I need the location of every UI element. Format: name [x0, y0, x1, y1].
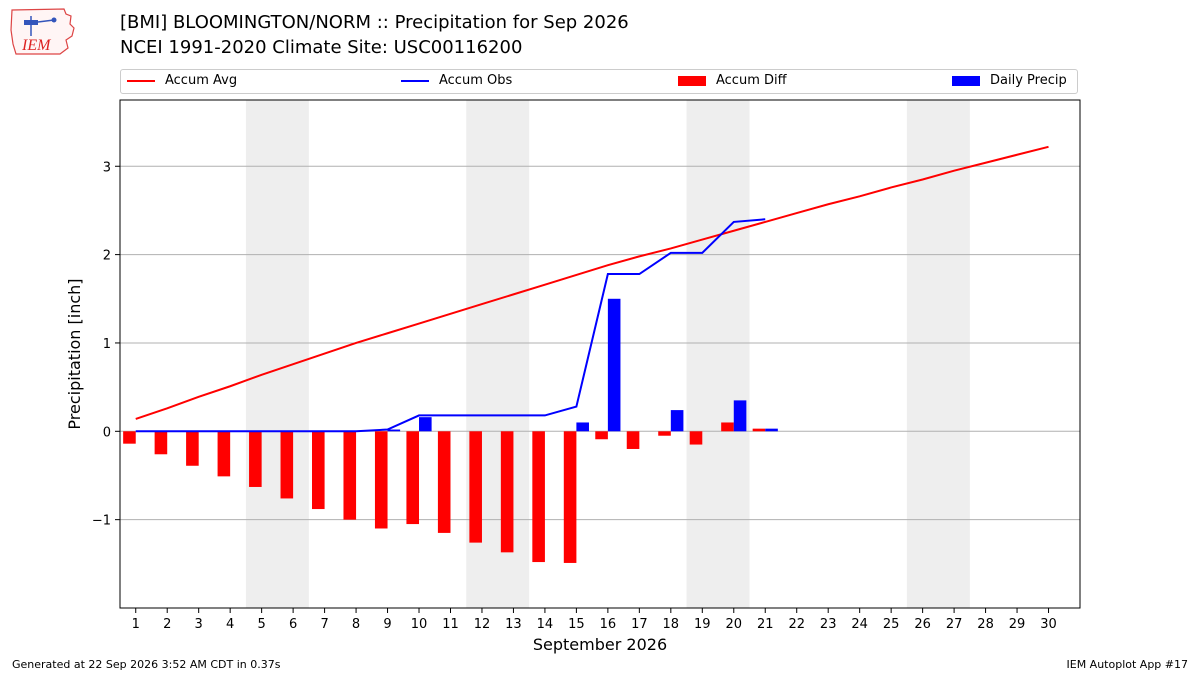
daily-precip-bar: [733, 400, 747, 432]
accum-diff-bar: [595, 431, 608, 440]
accum-obs-line: [135, 218, 766, 433]
iem-logo: IEM: [8, 6, 80, 58]
weekend-band: [686, 100, 750, 608]
x-tick-label: 18: [663, 617, 680, 632]
accum-diff-bar: [343, 431, 357, 520]
x-tick-label: 4: [226, 617, 234, 632]
legend-swatch-accum-diff: [678, 75, 706, 86]
x-axis-label: September 2026: [533, 635, 667, 654]
x-tick-label: 9: [383, 617, 391, 632]
svg-text:IEM: IEM: [21, 37, 52, 54]
x-tick-label: 12: [474, 617, 491, 632]
legend-label-daily-precip: Daily Precip: [990, 73, 1067, 88]
y-tick-label: 0: [103, 425, 111, 440]
x-tick-label: 24: [851, 617, 868, 632]
daily-precip-bar: [387, 429, 401, 432]
accum-diff-bar: [658, 431, 671, 436]
x-tick-label: 15: [568, 617, 585, 632]
accum-diff-bar: [500, 431, 514, 553]
x-tick-label: 17: [631, 617, 648, 632]
y-axis-label: Precipitation [inch]: [65, 278, 84, 429]
accum-diff-bar: [689, 431, 703, 445]
x-tick-label: 11: [442, 617, 459, 632]
accum-diff-bar: [217, 431, 231, 477]
x-tick-label: 8: [352, 617, 360, 632]
x-tick-label: 28: [977, 617, 994, 632]
accum-diff-bar: [312, 431, 325, 510]
generated-timestamp: Generated at 22 Sep 2026 3:52 AM CDT in …: [12, 658, 281, 671]
x-tick-label: 21: [757, 617, 774, 632]
y-tick-label: 2: [103, 249, 111, 264]
accum-diff-bar: [752, 428, 766, 432]
x-tick-label: 10: [411, 617, 428, 632]
x-tick-label: 22: [788, 617, 805, 632]
x-tick-label: 16: [600, 617, 617, 632]
accum-diff-bar: [532, 431, 545, 563]
accum-diff-bar: [186, 431, 199, 466]
y-tick-label: 1: [103, 337, 111, 352]
daily-precip-bar: [607, 298, 621, 432]
accum-diff-bar: [249, 431, 262, 487]
accum-diff-bar: [406, 431, 420, 525]
legend-item-accum-obs: Accum Obs: [401, 73, 512, 91]
legend-item-daily-precip: Daily Precip: [952, 73, 1067, 91]
y-tick-label: 3: [103, 160, 111, 175]
legend-swatch-daily-precip: [952, 75, 980, 86]
accum-diff-bar: [721, 422, 734, 432]
x-tick-label: 30: [1040, 617, 1057, 632]
x-tick-label: 26: [914, 617, 931, 632]
x-tick-label: 19: [694, 617, 711, 632]
legend-item-accum-avg: Accum Avg: [127, 73, 237, 91]
accum-diff-bar: [626, 431, 640, 449]
plot-frame: [119, 99, 1081, 609]
weekend-band: [245, 100, 309, 608]
legend-label-accum-obs: Accum Obs: [439, 73, 513, 88]
daily-precip-bar: [419, 417, 432, 432]
legend-label-accum-diff: Accum Diff: [716, 73, 787, 88]
x-tick-label: 25: [883, 617, 900, 632]
app-credit: IEM Autoplot App #17: [1066, 658, 1189, 671]
accum-diff-bar: [154, 431, 168, 455]
daily-precip-bar: [576, 422, 589, 432]
x-tick-label: 5: [257, 617, 265, 632]
x-tick-label: 23: [820, 617, 837, 632]
x-tick-label: 7: [320, 617, 328, 632]
legend-label-accum-avg: Accum Avg: [165, 73, 238, 88]
y-tick-label: −1: [92, 514, 111, 529]
chart-subtitle: NCEI 1991-2020 Climate Site: USC00116200: [120, 37, 523, 58]
x-tick-label: 27: [946, 617, 963, 632]
x-tick-label: 3: [195, 617, 203, 632]
accum-diff-bar: [437, 431, 451, 533]
legend-swatch-accum-avg: [127, 79, 155, 82]
accum-diff-bar: [374, 431, 388, 529]
daily-precip-bar: [670, 410, 684, 432]
x-tick-label: 2: [163, 617, 171, 632]
x-tick-label: 20: [725, 617, 742, 632]
legend-swatch-accum-obs: [401, 79, 429, 82]
legend-item-accum-diff: Accum Diff: [678, 73, 787, 91]
accum-diff-bar: [563, 431, 577, 563]
x-tick-label: 6: [289, 617, 297, 632]
x-tick-label: 29: [1009, 617, 1026, 632]
chart-legend: Accum Avg Accum Obs Accum Diff Daily Pre…: [120, 69, 1078, 94]
weekend-band: [906, 100, 970, 608]
x-tick-label: 1: [132, 617, 140, 632]
chart-title: [BMI] BLOOMINGTON/NORM :: Precipitation …: [120, 12, 629, 33]
daily-precip-bar: [765, 428, 778, 432]
x-tick-label: 13: [505, 617, 522, 632]
accum-avg-line: [135, 145, 1049, 420]
x-tick-label: 14: [537, 617, 554, 632]
accum-diff-bar: [469, 431, 482, 543]
accum-diff-bar: [123, 431, 136, 444]
accum-diff-bar: [280, 431, 294, 499]
